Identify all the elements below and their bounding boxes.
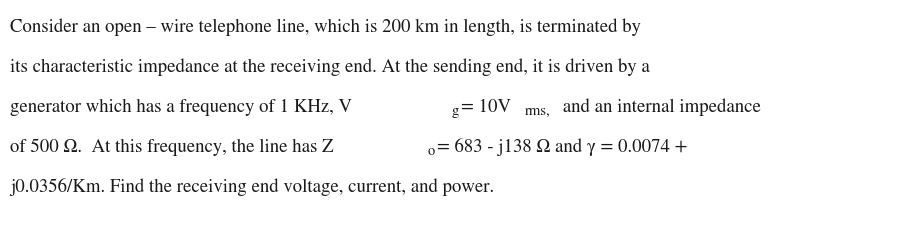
Text: of 500 Ω.  At this frequency, the line has Z: of 500 Ω. At this frequency, the line ha… (10, 138, 333, 156)
Text: j0.0356/Km. Find the receiving end voltage, current, and power.: j0.0356/Km. Find the receiving end volta… (10, 178, 493, 196)
Text: its characteristic impedance at the receiving end. At the sending end, it is dri: its characteristic impedance at the rece… (10, 58, 649, 76)
Text: Consider an open – wire telephone line, which is 200 km in length, is terminated: Consider an open – wire telephone line, … (10, 18, 640, 36)
Text: = 10V: = 10V (460, 99, 511, 116)
Text: g: g (451, 105, 458, 118)
Text: rms,: rms, (525, 105, 550, 118)
Text: o: o (427, 145, 434, 158)
Text: and an internal impedance: and an internal impedance (557, 98, 760, 116)
Text: generator which has a frequency of 1 KHz, V: generator which has a frequency of 1 KHz… (10, 99, 352, 116)
Text: = 683 - j138 Ω and γ = 0.0074 +: = 683 - j138 Ω and γ = 0.0074 + (437, 138, 686, 156)
